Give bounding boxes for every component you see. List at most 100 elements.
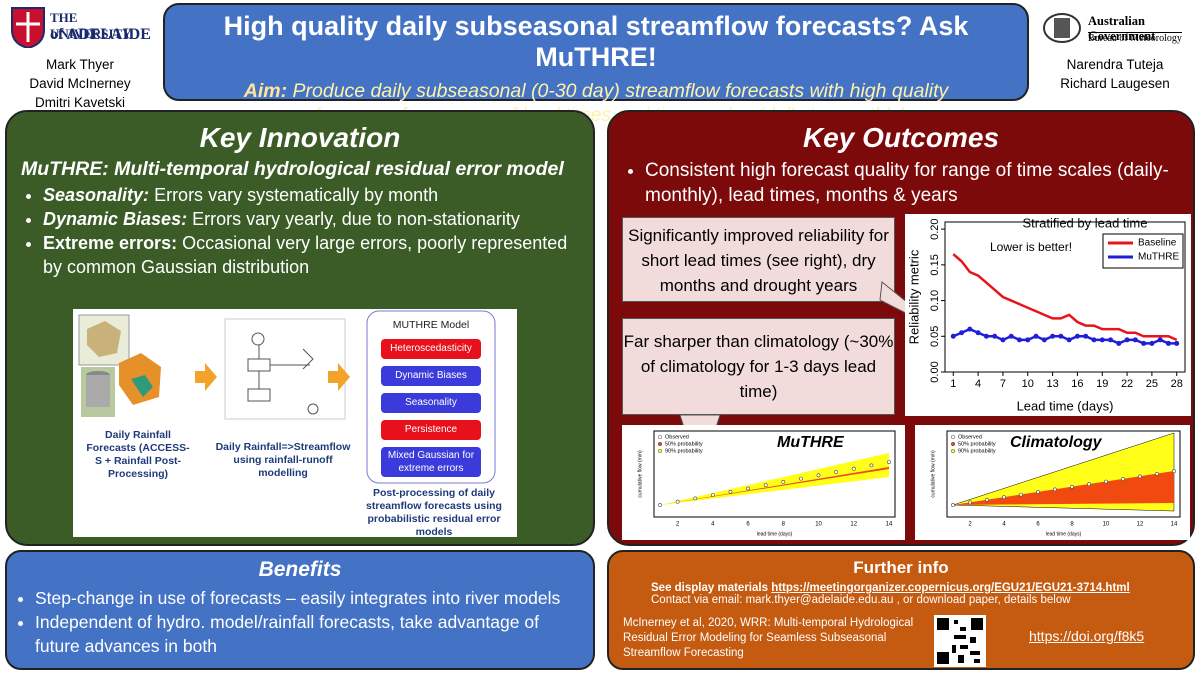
legend-marker xyxy=(950,448,956,454)
poster-title: High quality daily subseasonal streamflo… xyxy=(223,11,969,72)
point xyxy=(1083,333,1089,339)
legend-marker xyxy=(950,434,956,440)
point xyxy=(1025,337,1031,343)
diagram-caption: Post-processing of daily streamflow fore… xyxy=(366,487,502,538)
author: Dmitri Kavetski xyxy=(34,95,125,110)
observed-point xyxy=(710,493,715,498)
display-label: See display materials xyxy=(651,582,768,594)
legend-box xyxy=(1102,233,1184,269)
observed-point xyxy=(728,489,733,494)
point xyxy=(1058,333,1064,339)
x-tick-label: 22 xyxy=(1121,378,1133,390)
bullet-label: Seasonality: xyxy=(43,185,150,205)
band-90 xyxy=(660,453,889,505)
x-tick-label: 8 xyxy=(782,522,786,528)
observed-point xyxy=(1138,474,1142,479)
x-tick-label: 10 xyxy=(815,522,822,528)
bullet-list: Seasonality: Errors vary systematically … xyxy=(21,183,579,279)
author: Mark Thyer xyxy=(45,57,114,72)
x-axis-label: lead time (days) xyxy=(757,531,793,537)
observed-point xyxy=(658,503,662,507)
x-tick-label: 12 xyxy=(1137,522,1144,528)
bullet-label: Dynamic Biases: xyxy=(43,209,188,229)
series-line xyxy=(952,253,1178,342)
point xyxy=(1108,337,1114,343)
model-component: Seasonality xyxy=(381,393,481,413)
bullet: Dynamic Biases: Errors vary yearly, due … xyxy=(43,207,579,231)
series-line xyxy=(952,327,1177,345)
point xyxy=(950,333,956,339)
x-tick-label: 7 xyxy=(1000,378,1006,390)
further-panel: Further info See display materials https… xyxy=(607,550,1195,670)
observed-point xyxy=(763,483,768,488)
bullet-list: Step-change in use of forecasts – easily… xyxy=(21,586,579,658)
point xyxy=(967,326,973,332)
x-tick-label: 2 xyxy=(968,522,972,528)
adelaide-logo: THE UNIVERSITY of ADELAIDE xyxy=(10,6,160,50)
panel-title: Benefits xyxy=(258,558,342,581)
bullet-text: Errors vary systematically by month xyxy=(154,185,439,205)
x-tick-label: 6 xyxy=(746,522,750,528)
contact: Contact via email: mark.thyer@adelaide.e… xyxy=(651,594,1071,606)
chart-title: Climatology xyxy=(1010,434,1103,451)
x-tick-label: 4 xyxy=(711,522,715,528)
innovation-panel: Key Innovation MuTHRE: Multi-temporal hy… xyxy=(5,110,595,546)
observed-point xyxy=(799,476,803,481)
observed-point xyxy=(1121,477,1125,481)
author: Richard Laugesen xyxy=(1060,76,1170,91)
annotation: Lower is better! xyxy=(990,240,1072,254)
observed-point xyxy=(869,463,874,468)
point xyxy=(1000,337,1006,343)
y-axis-label: cumulative flow (mm) xyxy=(930,450,936,498)
point xyxy=(1074,333,1080,339)
legend-label: 50% probability xyxy=(958,441,996,447)
observed-point xyxy=(834,470,839,474)
legend-label: 90% probability xyxy=(958,448,996,454)
point xyxy=(959,330,965,336)
callout: Significantly improved reliability for s… xyxy=(622,217,895,302)
observed-point xyxy=(968,500,972,505)
bullet: Seasonality: Errors vary systematically … xyxy=(43,183,579,207)
point xyxy=(1008,333,1014,339)
observed-point xyxy=(1155,471,1159,476)
bullet: Extreme errors: Occasional very large er… xyxy=(43,231,579,279)
link[interactable]: https://meetingorganizer.copernicus.org/… xyxy=(771,582,1130,594)
panel-title: Key Outcomes xyxy=(802,122,1000,153)
legend-label: 50% probability xyxy=(665,441,703,447)
point xyxy=(1041,337,1047,343)
x-tick-label: 2 xyxy=(676,522,680,528)
point xyxy=(983,333,989,339)
observed-point xyxy=(1087,482,1091,487)
bullet: Step-change in use of forecasts – easily… xyxy=(35,586,579,610)
band-50 xyxy=(660,467,889,505)
chart-title: Stratified by lead time xyxy=(1022,215,1147,230)
observed-point xyxy=(1019,492,1023,497)
legend-label: 90% probability xyxy=(665,448,703,454)
observed-point xyxy=(851,466,856,471)
model-diagram: Daily Rainfall Forecasts (ACCESS-S + Rai… xyxy=(73,309,517,538)
bullet: Independent of hydro. model/rainfall for… xyxy=(35,610,579,658)
x-tick-label: 1 xyxy=(950,378,956,390)
point xyxy=(1149,340,1155,346)
panel-title: Key Innovation xyxy=(199,122,401,153)
forecast-chart: 2 4 6 8 10 12 14 lead time (days) cumulative flo… xyxy=(915,425,1190,540)
reliability-chart: 0.00 0.05 0.10 0.15 0.20 1 4 7 10 13 16 19 22 25 28 Str… xyxy=(905,214,1191,416)
legend-label: Baseline xyxy=(1138,238,1177,249)
x-tick-label: 19 xyxy=(1096,378,1108,390)
model-component: Persistence xyxy=(381,420,481,440)
legend-label: MuTHRE xyxy=(1138,252,1179,263)
y-tick-label: 0.15 xyxy=(929,254,941,275)
doi-link[interactable]: https://doi.org/f8k5 xyxy=(1029,628,1145,644)
observed-point xyxy=(746,486,750,491)
model-component: Dynamic Biases xyxy=(381,366,481,386)
point xyxy=(1033,333,1039,339)
x-tick-label: 14 xyxy=(886,522,893,528)
forecast-chart: 2 4 6 8 10 12 14 lead time (days) cumulative flo… xyxy=(622,425,905,540)
x-tick-label: 14 xyxy=(1171,522,1178,528)
coat-of-arms xyxy=(1043,13,1081,43)
subtitle: MuTHRE: Multi-temporal hydrological resi… xyxy=(21,158,564,180)
point xyxy=(1099,337,1105,343)
plot-frame xyxy=(946,430,1181,518)
x-tick-label: 25 xyxy=(1146,378,1158,390)
panel-title: Further info xyxy=(853,558,949,577)
